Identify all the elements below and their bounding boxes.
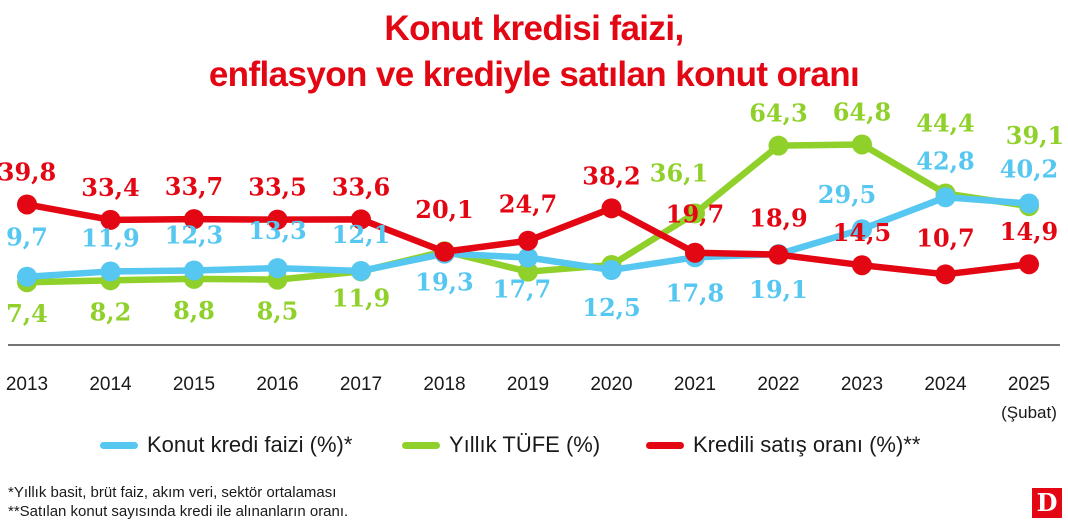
data-label-faiz: 9,7: [6, 223, 48, 252]
data-label-faiz: 17,7: [493, 275, 551, 304]
legend-swatch-tufe: [402, 441, 440, 449]
legend-label-faiz: Konut kredi faizi (%)*: [147, 432, 353, 457]
data-point-kredili: [267, 209, 288, 230]
data-point-tufe: [768, 135, 789, 156]
data-label-kredili: 33,7: [165, 172, 223, 201]
x-tick-label: 2013: [6, 374, 48, 395]
legend-item-faiz: Konut kredi faizi (%)*: [100, 428, 352, 462]
data-point-kredili: [434, 241, 455, 262]
data-label-kredili: 14,5: [833, 218, 891, 247]
data-point-kredili: [17, 194, 37, 215]
data-label-kredili: 33,5: [248, 173, 306, 202]
data-point-kredili: [852, 255, 872, 276]
data-label-kredili: 20,1: [415, 195, 473, 224]
data-label-faiz: 29,5: [818, 180, 876, 209]
data-label-faiz: 12,1: [332, 220, 390, 249]
data-point-kredili: [1019, 254, 1039, 275]
data-point-faiz: [184, 260, 204, 281]
data-point-tufe: [852, 134, 872, 155]
legend-label-kredili: Kredili satış oranı (%)**: [693, 432, 921, 457]
data-point-kredili: [100, 209, 121, 230]
data-point-faiz: [852, 219, 872, 240]
data-point-tufe: [685, 203, 705, 224]
x-tick-label: 2017: [340, 374, 382, 395]
x-tick-label: 2018: [423, 374, 465, 395]
x-tick-label: 2014: [89, 374, 132, 395]
data-point-kredili: [685, 242, 705, 263]
data-label-kredili: 39,8: [0, 157, 56, 186]
footnotes: *Yıllık basit, brüt faiz, akım veri, sek…: [8, 483, 348, 521]
data-label-kredili: 14,9: [1000, 217, 1058, 246]
data-label-kredili: 33,6: [332, 172, 390, 201]
data-label-kredili: 10,7: [916, 223, 974, 252]
x-tick-label: 2019: [507, 374, 549, 395]
data-label-faiz: 40,2: [1000, 155, 1058, 184]
x-tick-label: 2024: [924, 374, 967, 395]
data-point-tufe: [518, 261, 538, 282]
data-point-faiz: [1019, 193, 1039, 214]
legend-swatch-faiz: [100, 441, 138, 449]
legend-swatch-kredili: [646, 441, 684, 449]
legend-item-tufe: Yıllık TÜFE (%): [402, 428, 600, 462]
data-label-faiz: 12,3: [165, 220, 223, 249]
data-label-kredili: 19,7: [666, 200, 724, 229]
data-label-faiz: 13,3: [248, 216, 306, 245]
data-point-kredili: [351, 209, 371, 230]
data-label-kredili: 33,4: [81, 173, 139, 202]
brand-logo: D: [1032, 488, 1062, 518]
data-label-faiz: 11,9: [81, 223, 139, 252]
data-point-kredili: [768, 244, 789, 265]
data-label-kredili: 24,7: [499, 190, 557, 219]
data-label-tufe: 44,4: [916, 108, 974, 137]
legend-item-kredili: Kredili satış oranı (%)**: [646, 428, 920, 462]
data-label-tufe: 64,8: [833, 97, 891, 126]
data-point-faiz: [518, 247, 538, 268]
data-label-tufe: 36,1: [650, 158, 708, 187]
data-label-tufe: 8,2: [90, 297, 132, 326]
footnote-1: *Yıllık basit, brüt faiz, akım veri, sek…: [8, 484, 337, 501]
data-point-kredili: [518, 230, 538, 251]
x-tick-label: 2015: [173, 374, 215, 395]
x-tick-note: (Şubat): [1001, 403, 1057, 422]
x-tick-label: 2021: [674, 374, 716, 395]
x-tick-label: 2016: [256, 374, 298, 395]
data-point-faiz: [351, 260, 371, 281]
footnote-2: **Satılan konut sayısında kredi ile alın…: [8, 503, 349, 520]
data-point-kredili: [935, 264, 956, 285]
data-point-faiz: [935, 187, 956, 208]
data-label-faiz: 17,8: [666, 278, 724, 307]
data-point-kredili: [184, 209, 204, 230]
data-label-tufe: 64,3: [749, 99, 807, 128]
data-label-faiz: 42,8: [916, 146, 974, 175]
x-tick-label: 2023: [841, 374, 883, 395]
x-tick-label: 2025: [1008, 374, 1050, 395]
data-label-kredili: 38,2: [582, 161, 640, 190]
data-label-tufe: 39,1: [1006, 121, 1064, 150]
data-label-faiz: 19,1: [749, 275, 807, 304]
data-label-faiz: 19,3: [415, 268, 473, 297]
data-point-faiz: [601, 260, 622, 280]
chart-title-line-2: enflasyon ve krediyle satılan konut oran…: [208, 55, 860, 94]
x-tick-label: 2020: [590, 374, 632, 395]
data-point-faiz: [17, 266, 37, 287]
data-label-tufe: 7,4: [6, 299, 48, 328]
x-tick-label: 2022: [757, 374, 799, 395]
data-label-faiz: 12,5: [582, 293, 640, 322]
data-point-faiz: [267, 258, 288, 279]
data-label-tufe: 11,9: [332, 283, 390, 312]
legend: Konut kredi faizi (%)* Yıllık TÜFE (%) K…: [0, 428, 1068, 462]
data-label-kredili: 18,9: [749, 204, 807, 233]
data-label-tufe: 8,5: [257, 297, 299, 326]
legend-label-tufe: Yıllık TÜFE (%): [449, 432, 601, 457]
data-point-faiz: [100, 261, 121, 282]
data-label-tufe: 8,8: [173, 296, 215, 325]
line-chart: 2013 2014 2015 2016 2017 2018 2019 2020 2021 2022…: [0, 97, 1064, 422]
chart-title-line-1: Konut kredisi faizi,: [384, 9, 684, 48]
data-point-kredili: [601, 198, 622, 219]
